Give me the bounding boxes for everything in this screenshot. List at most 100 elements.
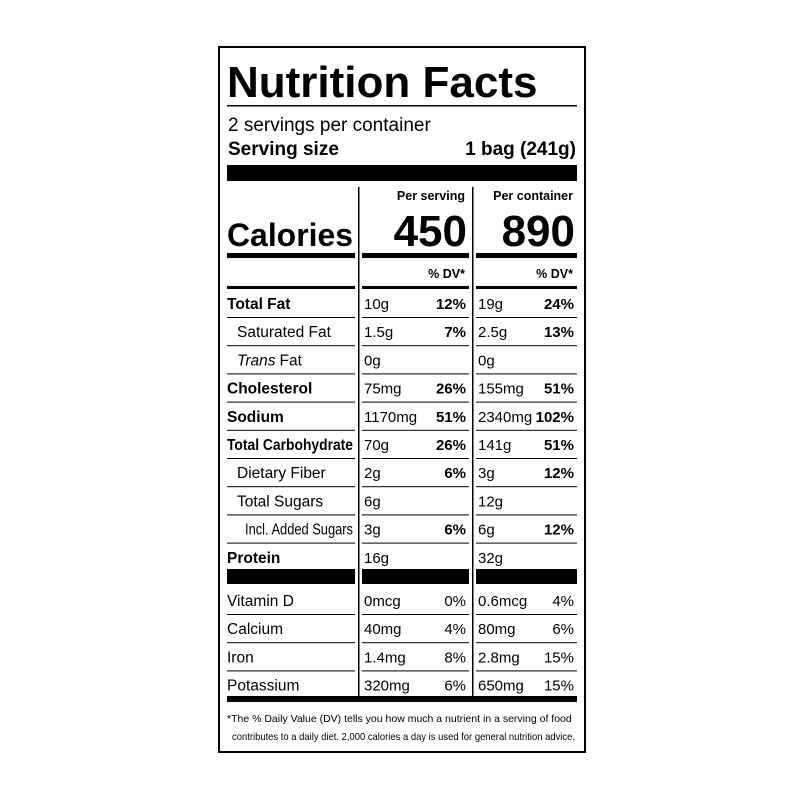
nutrient-name-text: Sodium: [227, 409, 284, 426]
rule: [476, 542, 577, 544]
rule: [227, 486, 355, 488]
daily-value: 6%: [444, 465, 466, 482]
label-border: [218, 46, 586, 753]
rule: [362, 542, 469, 544]
rule: [362, 345, 469, 347]
nutrient-name: Vitamin D: [227, 593, 294, 610]
rule: [476, 486, 577, 488]
nutrient-name-italic: Trans: [237, 352, 276, 369]
calories-label: Calories: [227, 217, 353, 253]
rule: [476, 614, 577, 615]
rule: [362, 614, 469, 615]
amount: 19g: [478, 296, 503, 313]
nutrient-name: Trans Fat: [237, 352, 303, 369]
calories-value: 450: [394, 207, 467, 256]
nutrient-name-text: Total Fat: [227, 296, 290, 313]
daily-value: 26%: [436, 437, 466, 454]
nutrient-name: Total Carbohydrate: [227, 437, 353, 454]
nutrient-name: Incl. Added Sugars: [245, 522, 353, 539]
daily-value: 13%: [544, 324, 574, 341]
rule: [476, 429, 577, 431]
rule: [227, 286, 355, 289]
amount: 650mg: [478, 678, 524, 695]
nutrient-name-text: Vitamin D: [227, 593, 294, 610]
nutrient-name: Sodium: [227, 409, 284, 426]
amount: 2.8mg: [478, 649, 520, 666]
daily-value: 4%: [444, 621, 466, 638]
rule: [227, 429, 355, 431]
nutrient-name-text: Dietary Fiber: [237, 465, 326, 482]
rule: [362, 253, 469, 258]
daily-value: 4%: [552, 593, 574, 610]
daily-value: 51%: [544, 437, 574, 454]
rule: [362, 486, 469, 488]
rule: [227, 105, 577, 107]
amount: 40mg: [364, 621, 402, 638]
rule: [227, 514, 355, 516]
nutrient-name: Saturated Fat: [237, 324, 332, 341]
amount: 2340mg: [478, 409, 532, 426]
amount: 0.6mcg: [478, 593, 527, 610]
nutrient-name-text: Calcium: [227, 621, 283, 638]
serving-size-label: Serving size: [228, 139, 339, 160]
thick-bar: [227, 165, 577, 181]
daily-value: 51%: [544, 381, 574, 398]
amount: 2g: [364, 465, 381, 482]
rule: [362, 429, 469, 431]
nutrient-name: Dietary Fiber: [237, 465, 326, 482]
rule: [476, 317, 577, 318]
rule: [362, 569, 469, 584]
rule: [227, 670, 355, 672]
amount: 0g: [478, 352, 495, 369]
rule: [362, 642, 469, 644]
rule: [227, 542, 355, 544]
amount: 16g: [364, 550, 389, 567]
dv-header: % DV*: [428, 267, 465, 281]
daily-value: 7%: [444, 324, 466, 341]
column-divider: [472, 187, 474, 696]
title: Nutrition Facts: [227, 58, 537, 107]
rule: [362, 317, 469, 318]
daily-value: 102%: [536, 409, 574, 426]
rule: [227, 614, 355, 615]
nutrient-name-text: Potassium: [227, 678, 299, 695]
amount: 12g: [478, 493, 503, 510]
calories-value: 890: [502, 207, 575, 256]
amount: 1.4mg: [364, 649, 406, 666]
rule: [476, 286, 577, 289]
daily-value: 51%: [436, 409, 466, 426]
daily-value: 12%: [544, 465, 574, 482]
rule: [476, 642, 577, 644]
column-heading: Per container: [493, 189, 573, 203]
nutrient-name-text: Total Sugars: [237, 493, 323, 510]
rule: [362, 670, 469, 672]
rule: [476, 373, 577, 375]
rule: [227, 317, 355, 318]
amount: 320mg: [364, 678, 410, 695]
rule: [227, 642, 355, 644]
amount: 80mg: [478, 621, 516, 638]
rule: [227, 345, 355, 347]
rule: [362, 458, 469, 459]
thick-bar: [227, 696, 577, 702]
daily-value: 6%: [444, 678, 466, 695]
column-heading: Per serving: [397, 189, 465, 203]
nutrient-name-text: Cholesterol: [227, 381, 312, 398]
nutrient-name: Total Sugars: [237, 493, 323, 510]
amount: 3g: [478, 465, 495, 482]
rule: [476, 569, 577, 584]
rule: [227, 373, 355, 375]
amount: 32g: [478, 550, 503, 567]
amount: 0mcg: [364, 593, 401, 610]
amount: 75mg: [364, 381, 402, 398]
rule: [476, 514, 577, 516]
nutrient-name-text: Protein: [227, 550, 280, 567]
amount: 6g: [364, 493, 381, 510]
nutrient-name: Iron: [227, 649, 254, 666]
amount: 10g: [364, 296, 389, 313]
daily-value: 26%: [436, 381, 466, 398]
nutrient-name-text: Total Carbohydrate: [227, 437, 353, 454]
nutrient-name: Potassium: [227, 678, 299, 695]
